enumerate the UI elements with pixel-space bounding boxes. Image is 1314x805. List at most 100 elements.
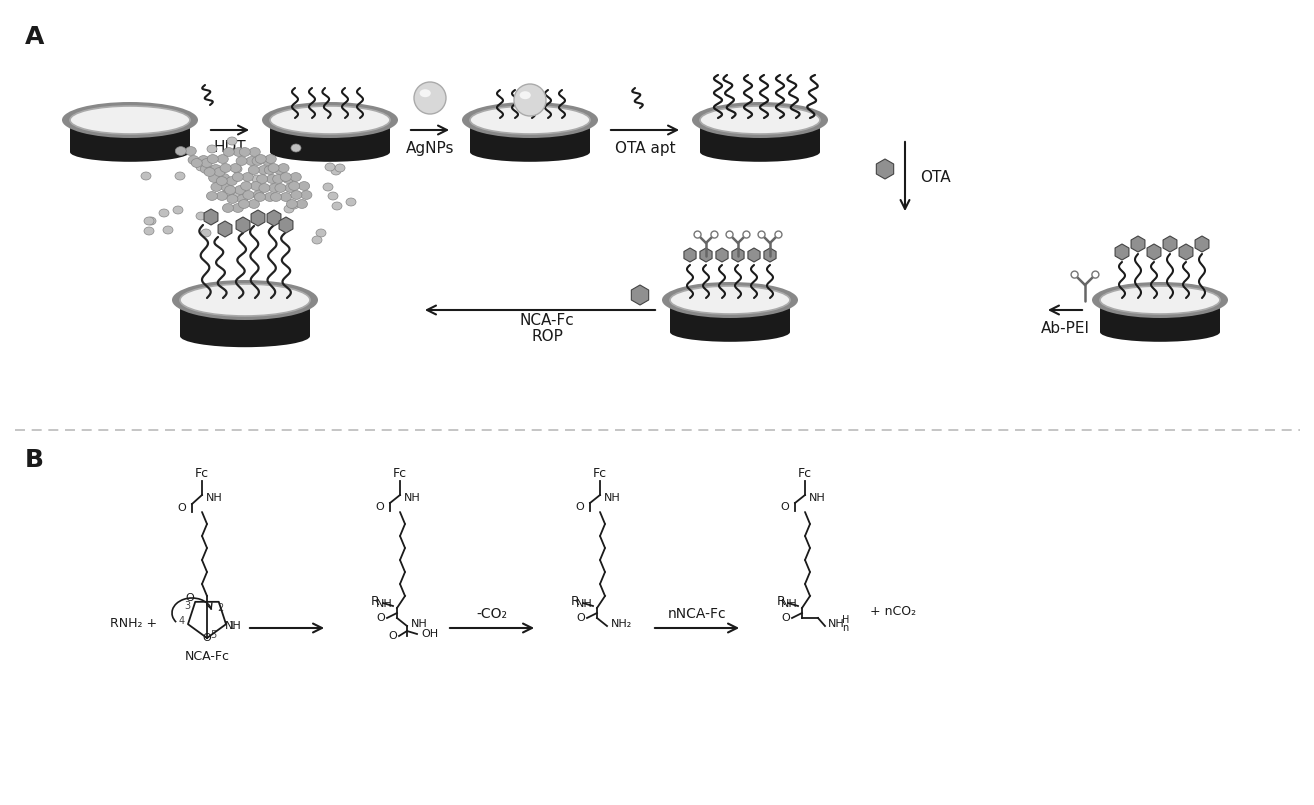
Text: -CO₂: -CO₂: [477, 607, 507, 621]
Ellipse shape: [1092, 282, 1229, 318]
Text: O: O: [376, 613, 385, 623]
Ellipse shape: [237, 157, 247, 165]
Ellipse shape: [204, 167, 215, 176]
Ellipse shape: [212, 183, 222, 192]
Ellipse shape: [62, 102, 198, 138]
Ellipse shape: [70, 142, 191, 162]
Ellipse shape: [238, 200, 250, 208]
Ellipse shape: [514, 84, 547, 116]
Text: OH: OH: [420, 629, 438, 639]
Ellipse shape: [346, 198, 356, 206]
Polygon shape: [748, 248, 759, 262]
Ellipse shape: [519, 91, 531, 99]
Ellipse shape: [198, 155, 209, 164]
Ellipse shape: [261, 102, 398, 138]
Ellipse shape: [201, 159, 213, 167]
Ellipse shape: [280, 172, 292, 181]
Text: NH: NH: [604, 493, 620, 503]
Ellipse shape: [243, 191, 254, 200]
Circle shape: [711, 231, 717, 238]
Ellipse shape: [1100, 322, 1219, 342]
Ellipse shape: [700, 142, 820, 162]
Circle shape: [758, 231, 765, 238]
Ellipse shape: [192, 159, 202, 167]
Ellipse shape: [196, 212, 206, 220]
Ellipse shape: [269, 142, 390, 162]
Text: NH: NH: [206, 493, 223, 503]
Ellipse shape: [180, 324, 310, 347]
Ellipse shape: [175, 172, 185, 180]
Text: NH₂: NH₂: [611, 619, 632, 629]
Ellipse shape: [252, 175, 261, 183]
Ellipse shape: [285, 184, 296, 192]
Ellipse shape: [315, 229, 326, 237]
Ellipse shape: [251, 182, 261, 191]
Ellipse shape: [670, 322, 790, 342]
Ellipse shape: [185, 147, 196, 155]
Ellipse shape: [159, 209, 170, 217]
Ellipse shape: [271, 192, 281, 201]
Ellipse shape: [290, 191, 302, 200]
Ellipse shape: [200, 164, 212, 173]
Circle shape: [1092, 271, 1099, 278]
Polygon shape: [1116, 244, 1129, 260]
Text: O: O: [185, 592, 194, 603]
FancyBboxPatch shape: [670, 300, 790, 332]
Text: OTA: OTA: [920, 170, 950, 184]
Ellipse shape: [250, 147, 260, 156]
Text: NH: NH: [403, 493, 420, 503]
Text: RNH₂ +: RNH₂ +: [110, 617, 156, 630]
Ellipse shape: [175, 147, 187, 155]
Polygon shape: [267, 210, 281, 226]
Ellipse shape: [252, 191, 264, 200]
Polygon shape: [700, 248, 712, 262]
Ellipse shape: [700, 106, 820, 134]
Text: B: B: [25, 448, 43, 472]
Text: O: O: [388, 631, 397, 641]
Ellipse shape: [234, 147, 244, 156]
Text: 2: 2: [218, 603, 223, 613]
Ellipse shape: [223, 188, 233, 196]
Polygon shape: [204, 209, 218, 225]
Text: ROP: ROP: [531, 328, 562, 344]
Ellipse shape: [215, 181, 225, 189]
Ellipse shape: [256, 175, 268, 184]
Polygon shape: [1163, 236, 1177, 252]
Ellipse shape: [289, 182, 300, 191]
Text: NH: NH: [809, 493, 825, 503]
Polygon shape: [685, 248, 696, 262]
FancyBboxPatch shape: [70, 120, 191, 152]
FancyBboxPatch shape: [700, 120, 820, 152]
Ellipse shape: [248, 200, 259, 208]
Ellipse shape: [242, 172, 254, 181]
Text: Fc: Fc: [593, 467, 607, 480]
Ellipse shape: [173, 206, 183, 214]
Ellipse shape: [280, 192, 292, 201]
Text: NH: NH: [411, 619, 428, 629]
Text: NH: NH: [828, 619, 845, 629]
Ellipse shape: [301, 191, 311, 200]
Ellipse shape: [335, 164, 346, 172]
Ellipse shape: [208, 155, 218, 163]
Ellipse shape: [289, 201, 300, 209]
Ellipse shape: [222, 204, 234, 213]
Ellipse shape: [670, 286, 790, 314]
Circle shape: [742, 231, 750, 238]
Ellipse shape: [227, 195, 238, 204]
Ellipse shape: [662, 282, 798, 318]
Ellipse shape: [470, 142, 590, 162]
Ellipse shape: [146, 217, 156, 225]
Ellipse shape: [240, 182, 252, 191]
Polygon shape: [732, 248, 744, 262]
Text: 4: 4: [179, 616, 185, 626]
Polygon shape: [631, 285, 649, 305]
Text: R: R: [372, 595, 380, 608]
Polygon shape: [218, 221, 233, 237]
Text: O: O: [376, 502, 384, 512]
Ellipse shape: [233, 204, 243, 213]
Ellipse shape: [284, 205, 294, 213]
Ellipse shape: [230, 163, 240, 172]
Ellipse shape: [218, 174, 230, 183]
Ellipse shape: [180, 284, 310, 316]
Text: NCA-Fc: NCA-Fc: [519, 312, 574, 328]
